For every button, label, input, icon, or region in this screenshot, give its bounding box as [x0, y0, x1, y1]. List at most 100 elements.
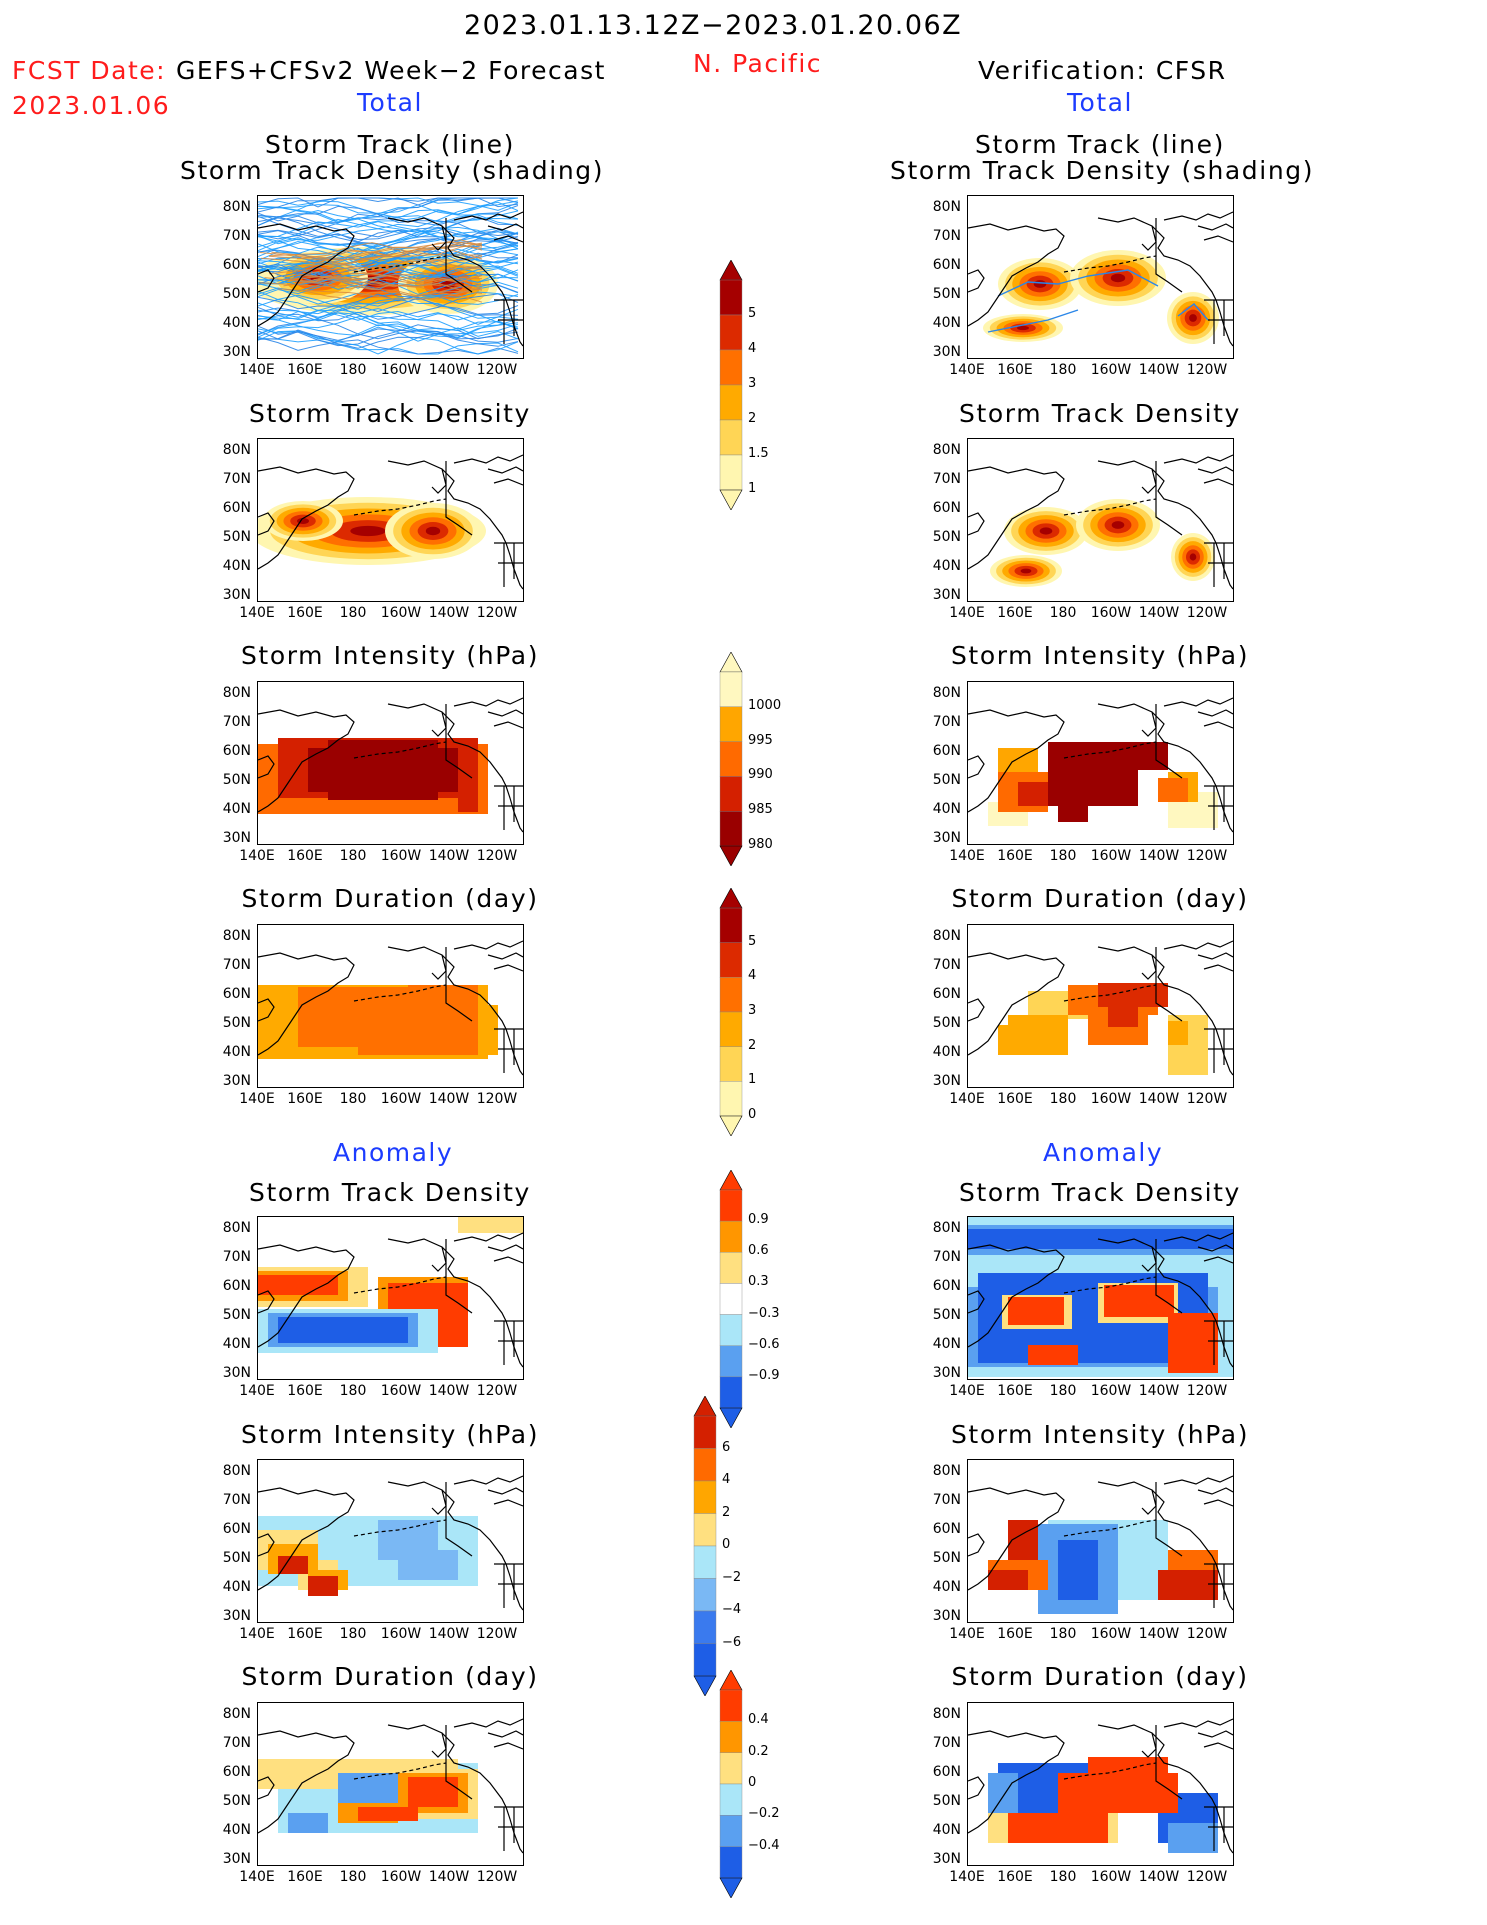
colorbar-segment	[693, 1643, 717, 1677]
lon-tick-label: 160E	[287, 605, 323, 621]
colorbar-segment	[719, 1783, 743, 1816]
intensity-cell-980	[1058, 802, 1088, 822]
duration-cell-4	[1108, 1007, 1138, 1027]
map-canvas	[968, 1718, 1233, 1854]
lat-tick-label: 70N	[932, 957, 961, 973]
lon-tick-label: 140W	[1138, 605, 1180, 621]
lon-tick-label: 160W	[1090, 1091, 1132, 1107]
map-canvas	[258, 1718, 523, 1854]
lon-tick-label: 160W	[1090, 848, 1132, 864]
coastline	[968, 211, 1233, 347]
density-contour	[1020, 568, 1032, 574]
colorbar-label: −0.4	[748, 1837, 780, 1853]
coastline	[968, 1718, 1233, 1854]
lon-tick-label: 140W	[1138, 1091, 1180, 1107]
map-canvas	[968, 697, 1233, 833]
anom-cell-positive	[1058, 1773, 1178, 1813]
colorbar-label: 5	[748, 306, 757, 321]
lon-tick-label: 140E	[949, 848, 985, 864]
colorbar-segment	[719, 1220, 743, 1253]
colorbar-segment	[719, 419, 743, 456]
lon-tick-label: 180	[1049, 1383, 1077, 1399]
coastline	[968, 697, 1233, 833]
lat-tick-label: 80N	[932, 199, 961, 215]
colorbar-label: 1	[748, 481, 757, 496]
colorbar-intensity-anom	[693, 1395, 717, 1697]
lon-tick-label: 140E	[949, 1383, 985, 1399]
colorbar-segment	[719, 279, 743, 316]
coastline	[258, 697, 523, 833]
map-canvas	[968, 1217, 1233, 1377]
colorbar-label: −0.2	[748, 1806, 780, 1822]
title-track-shading-right: Storm Track Density (shading)	[890, 156, 1315, 185]
title-anom-duration-left: Storm Duration (day)	[241, 1662, 539, 1691]
colorbar-label: 4	[722, 1472, 731, 1487]
density-contour	[1189, 314, 1197, 322]
lat-tick-label: 60N	[932, 1764, 961, 1780]
colorbar-top-arrow	[719, 1669, 743, 1691]
anomaly-right-label: Anomaly	[1043, 1138, 1164, 1167]
lat-tick-label: 70N	[222, 1492, 251, 1508]
colorbar-label: 0.4	[748, 1712, 769, 1728]
coastline	[258, 940, 523, 1076]
lon-tick-label: 180	[339, 1383, 367, 1399]
colorbar-segment	[719, 1815, 743, 1847]
lon-tick-label: 160E	[287, 848, 323, 864]
lat-tick-label: 60N	[932, 1278, 961, 1294]
lat-tick-label: 60N	[222, 257, 251, 273]
panel-density-cfsr	[967, 438, 1234, 602]
title-anom-density-left: Storm Track Density	[249, 1178, 531, 1207]
lat-tick-label: 70N	[222, 1735, 251, 1751]
anom-cell-positive	[988, 1570, 1028, 1590]
density-contour	[1110, 273, 1126, 283]
panel-anom-intensity-forecast	[257, 1459, 524, 1623]
lon-tick-label: 120W	[1186, 848, 1228, 864]
lon-tick-label: 160W	[380, 1091, 422, 1107]
lat-tick-label: 70N	[222, 228, 251, 244]
lon-tick-label: 180	[1049, 848, 1077, 864]
map-canvas	[258, 1475, 523, 1611]
intensity-cell-980	[1048, 766, 1138, 806]
anom-cell-negative-mid	[398, 1550, 458, 1580]
colorbar-label: 980	[748, 837, 773, 852]
anom-cell-negative-mid	[338, 1773, 398, 1803]
lat-tick-label: 50N	[222, 1015, 251, 1031]
map-canvas	[968, 940, 1233, 1076]
lat-tick-label: 60N	[222, 986, 251, 1002]
panel-anom-density-forecast	[257, 1216, 524, 1380]
lat-tick-label: 30N	[222, 1851, 251, 1867]
lat-tick-label: 80N	[932, 1220, 961, 1236]
colorbar-top-arrow	[719, 1169, 743, 1191]
colorbar-segment	[719, 907, 743, 943]
lat-tick-label: 60N	[222, 1521, 251, 1537]
lon-tick-label: 160W	[1090, 1869, 1132, 1885]
map-canvas	[258, 454, 523, 590]
colorbar-segment	[719, 942, 743, 978]
panel-anom-duration-forecast	[257, 1702, 524, 1866]
intensity-cell-980	[328, 740, 438, 800]
lon-tick-label: 160E	[287, 1091, 323, 1107]
title-anom-intensity-right: Storm Intensity (hPa)	[950, 1420, 1250, 1449]
lat-tick-label: 60N	[222, 500, 251, 516]
colorbar-label: 0.2	[748, 1743, 769, 1759]
lon-tick-label: 160W	[1090, 362, 1132, 378]
colorbar-label: 3	[748, 1003, 757, 1018]
duration-cell-3	[358, 1015, 478, 1055]
storm-track-lines	[987, 269, 1209, 333]
colorbar-segment	[693, 1545, 717, 1579]
colorbar-segment	[719, 977, 743, 1013]
colorbar-label: −4	[722, 1602, 742, 1617]
panel-duration-forecast	[257, 924, 524, 1088]
panel-intensity-forecast	[257, 681, 524, 845]
colorbar-segment	[719, 1081, 743, 1117]
panel-duration-cfsr	[967, 924, 1234, 1088]
colorbar-segment	[719, 384, 743, 421]
lon-tick-label: 140E	[239, 1869, 275, 1885]
colorbar-density-total	[719, 259, 743, 511]
lon-tick-label: 140E	[239, 1091, 275, 1107]
lon-tick-label: 180	[1049, 605, 1077, 621]
lat-tick-label: 30N	[932, 1851, 961, 1867]
lon-tick-label: 160W	[380, 362, 422, 378]
panel-anom-duration-cfsr	[967, 1702, 1234, 1866]
anom-cell-positive	[1008, 1297, 1064, 1325]
